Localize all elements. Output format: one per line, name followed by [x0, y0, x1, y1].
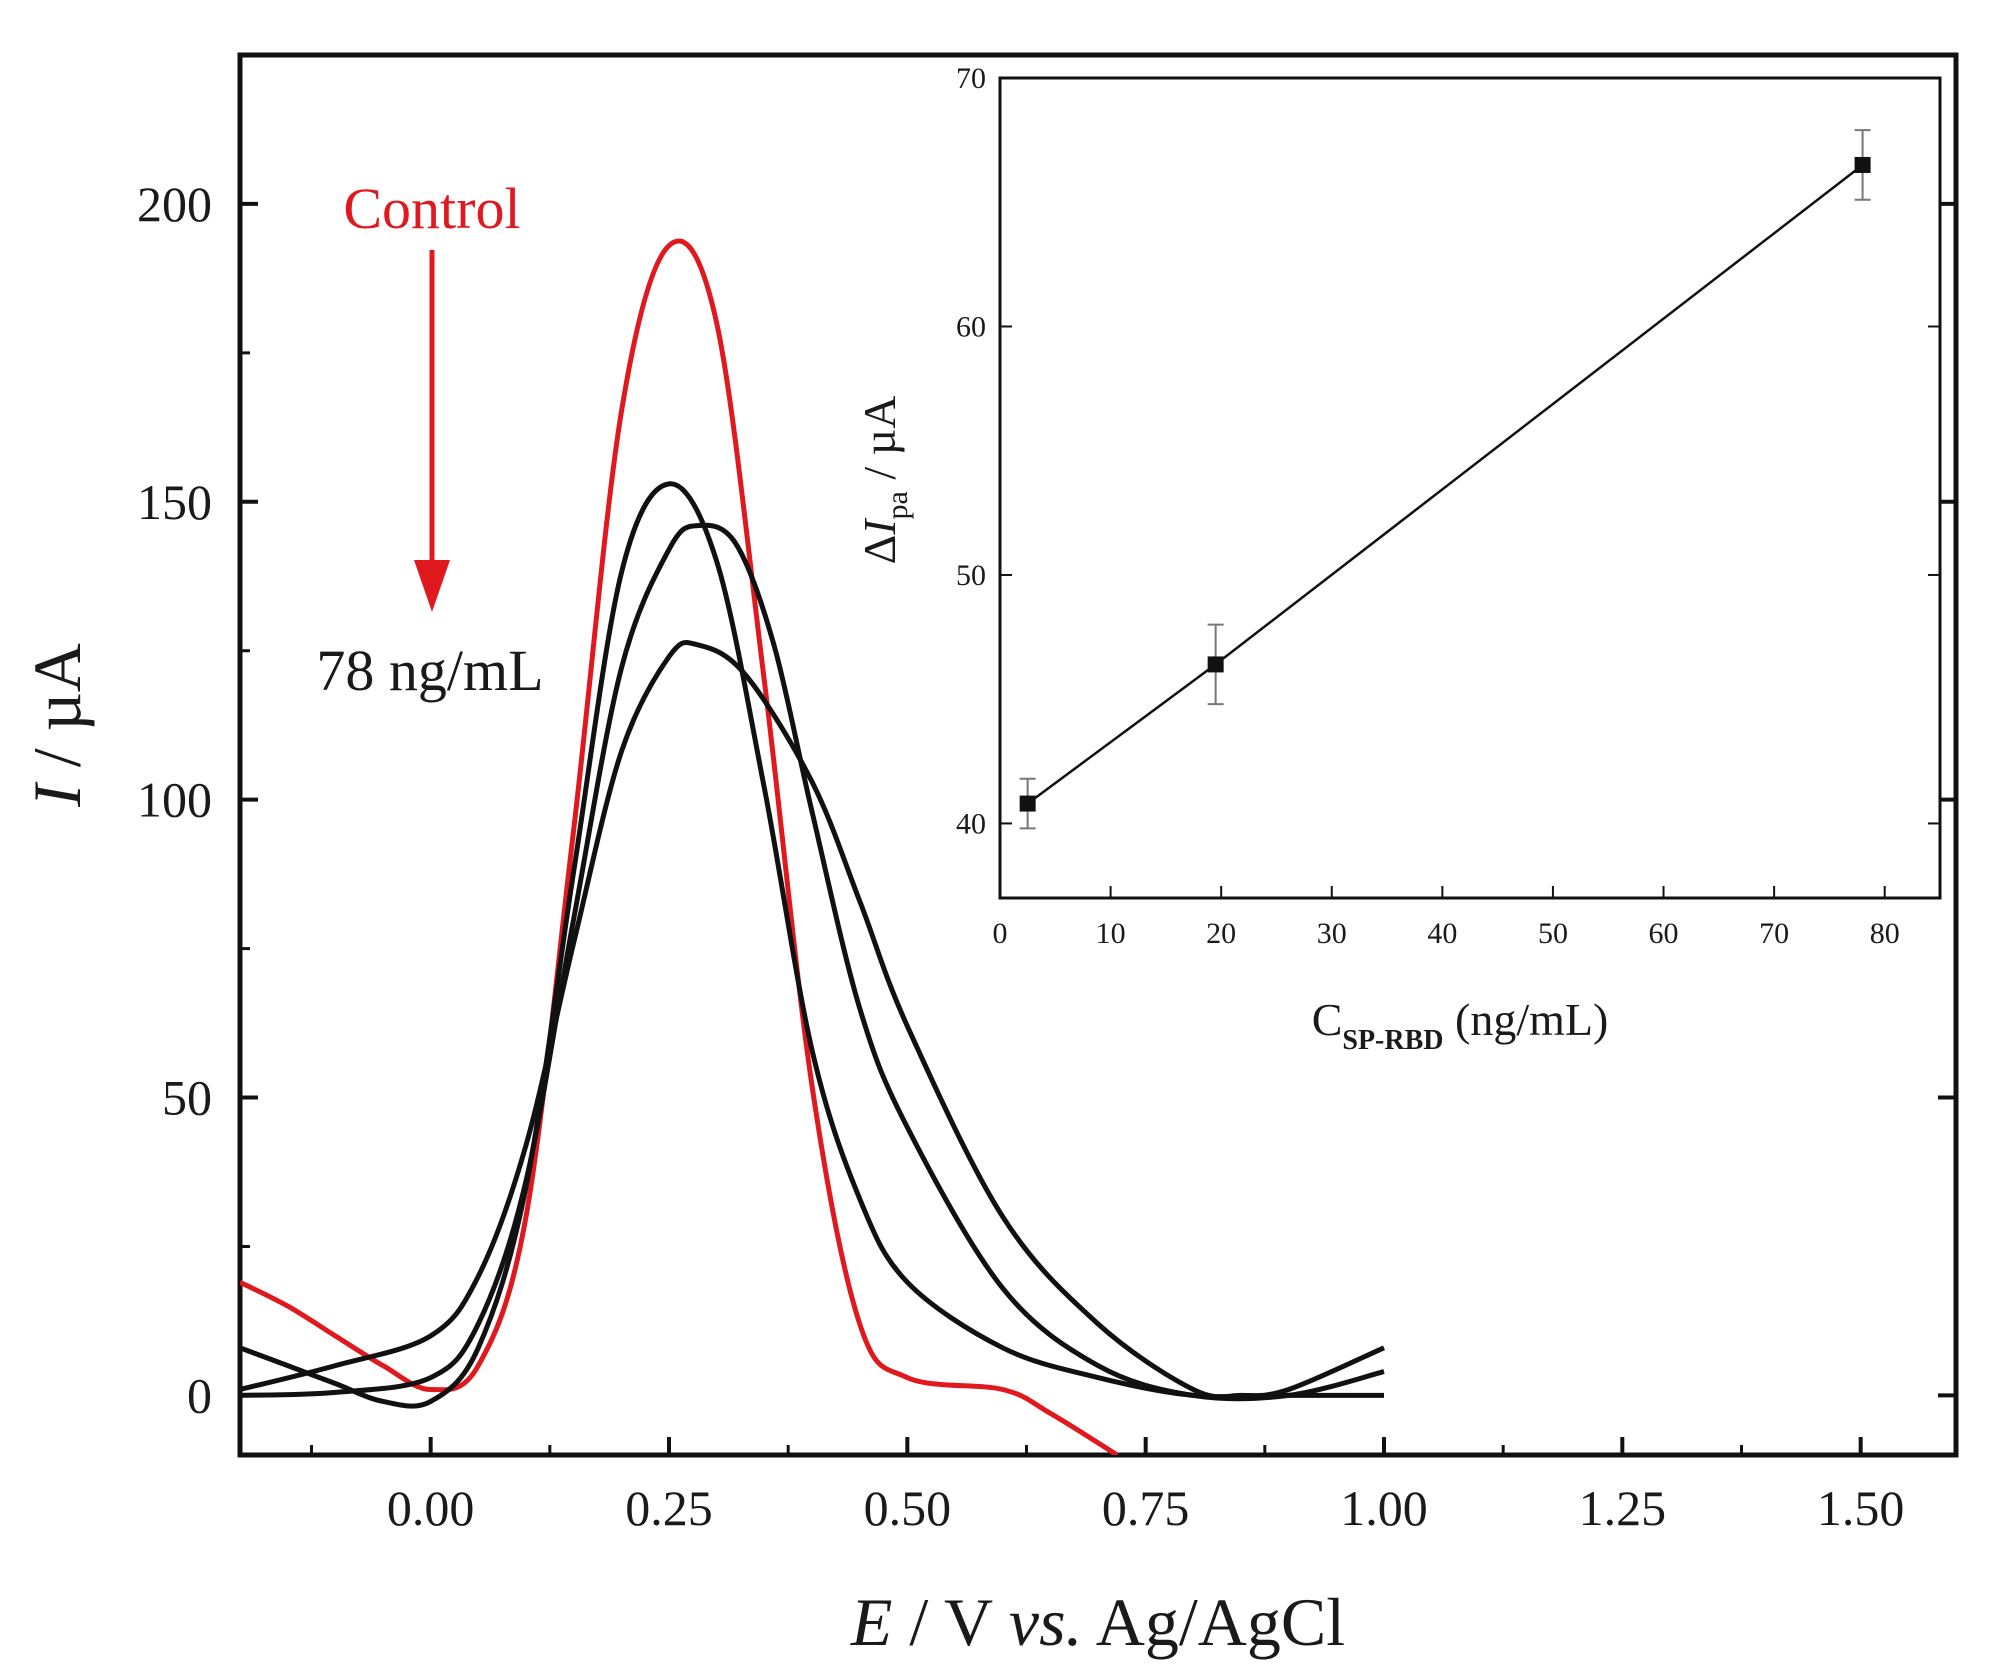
- x-tick-label: 0.50: [864, 1480, 952, 1536]
- y-tick-label: 150: [137, 474, 212, 530]
- y-tick-label: 200: [137, 176, 212, 232]
- x-tick-label: 1.50: [1817, 1480, 1905, 1536]
- inset-y-label: ΔIpa / µA: [854, 396, 914, 565]
- inset-x-tick-label: 60: [1649, 917, 1679, 950]
- x-tick-label: 0.00: [387, 1480, 475, 1536]
- inset-y-tick-label: 60: [956, 310, 986, 343]
- inset-x-tick-label: 80: [1870, 917, 1900, 950]
- inset-plot-frame: [998, 76, 1942, 900]
- inset-x-tick-label: 30: [1317, 917, 1347, 950]
- dpv-curve-1: [240, 238, 1119, 1455]
- x-tick-label: 1.00: [1340, 1480, 1428, 1536]
- y-tick-label: 100: [137, 772, 212, 828]
- inset-x-label: CSP-RBD (ng/mL): [1312, 994, 1609, 1056]
- inset-y-tick-label: 50: [956, 559, 986, 592]
- inset-data-point: [1019, 795, 1036, 812]
- inset-x-tick-label: 40: [1427, 917, 1457, 950]
- y-tick-label: 50: [162, 1070, 212, 1126]
- control-annotation: Control: [343, 176, 520, 241]
- main-x-label: E / V vs. Ag/AgCl: [850, 1584, 1345, 1660]
- main-plot-frame: [237, 52, 1959, 1458]
- inset-x-tick-label: 70: [1759, 917, 1789, 950]
- dpv-curve-2: [240, 481, 1384, 1409]
- dpv-curve-4: [240, 640, 1385, 1400]
- inset-data-point: [1854, 156, 1871, 173]
- inset-x-tick-label: 10: [1096, 917, 1126, 950]
- dpv-curve-3: [240, 522, 1385, 1402]
- inset-y-tick-label: 40: [956, 807, 986, 840]
- control-arrow-head: [414, 560, 450, 612]
- x-tick-label: 0.75: [1102, 1480, 1190, 1536]
- inset-x-tick-label: 50: [1538, 917, 1568, 950]
- concentration-annotation: 78 ng/mL: [316, 638, 543, 703]
- main-curves: [240, 238, 1385, 1455]
- inset-y-tick-label: 70: [956, 62, 986, 95]
- x-tick-label: 1.25: [1579, 1480, 1667, 1536]
- inset-data-marks: [1019, 129, 1871, 830]
- inset-x-tick-label: 20: [1206, 917, 1236, 950]
- y-tick-label: 0: [187, 1367, 212, 1423]
- main-y-label: I / µA: [19, 643, 95, 808]
- inset-axis-ticks: 0 10 20 30 40 50 60 70 80 40 50 60 70: [956, 62, 1940, 950]
- inset-x-tick-label: 0: [993, 917, 1008, 950]
- inset-data-point: [1207, 656, 1224, 673]
- x-tick-label: 0.25: [625, 1480, 713, 1536]
